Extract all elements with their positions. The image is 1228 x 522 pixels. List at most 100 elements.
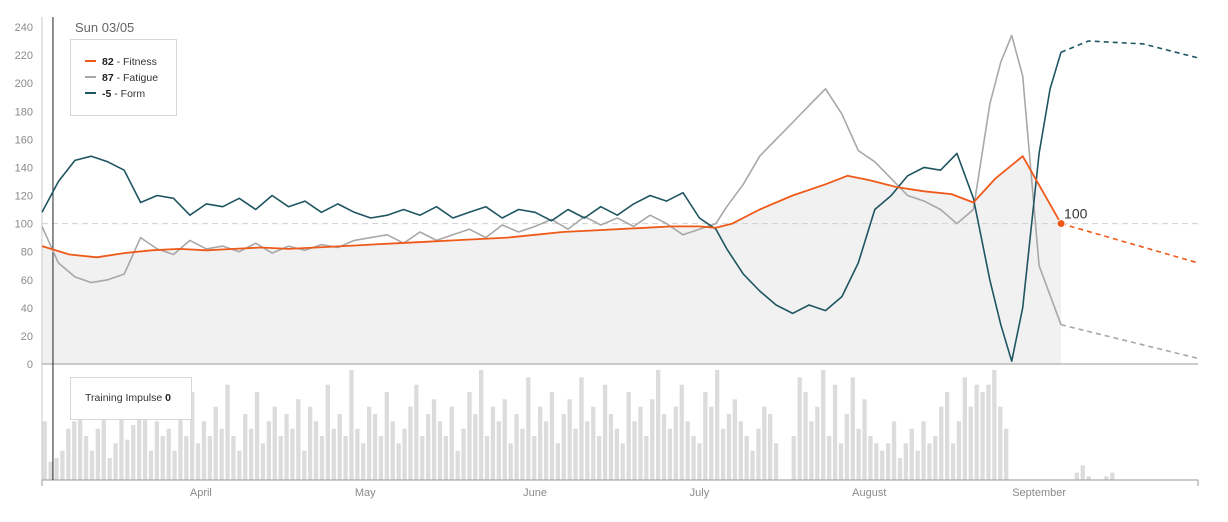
impulse-bar xyxy=(543,421,549,480)
impulse-bar xyxy=(254,392,260,480)
y-tick-label: 140 xyxy=(15,162,33,174)
impulse-bar xyxy=(278,436,283,480)
impulse-bar xyxy=(296,399,301,480)
impulse-bar xyxy=(679,384,684,480)
impulse-bar xyxy=(83,436,89,480)
impulse-bar xyxy=(190,392,195,480)
impulse-bar xyxy=(148,450,154,480)
impulse-bar xyxy=(42,421,47,480)
impulse-bar xyxy=(201,421,207,480)
impulse-bar xyxy=(797,377,802,480)
impulse-bar xyxy=(107,458,112,480)
legend-item-form: -5 - Form xyxy=(85,88,145,102)
impulse-bar xyxy=(137,414,142,480)
impulse-bar xyxy=(355,428,360,480)
y-tick-label: 180 xyxy=(15,106,33,118)
impulse-bar xyxy=(909,428,914,480)
impulse-bar xyxy=(390,421,395,480)
impulse-bar xyxy=(337,414,342,480)
impulse-bar xyxy=(620,443,625,480)
series-lines-layer xyxy=(41,34,1199,362)
y-tick-label: 120 xyxy=(15,191,33,203)
impulse-bar xyxy=(172,450,177,480)
x-tick-label: May xyxy=(355,487,376,499)
impulse-bar xyxy=(992,370,997,480)
impulse-bar xyxy=(986,384,991,480)
impulse-bar xyxy=(732,399,737,480)
axes-layer: 0 20 40 60 80 100 120 140 160 180 200 220 240 April Ma… xyxy=(15,17,1199,499)
legend-label-fitness: - Fitness xyxy=(116,56,157,68)
impulse-bar xyxy=(832,384,838,480)
legend-label-form: - Form xyxy=(114,88,146,100)
legend-swatch-fatigue xyxy=(85,76,96,79)
legend-label-fatigue: - Fatigue xyxy=(116,72,159,84)
impulse-bar xyxy=(496,421,501,480)
impulse-bar xyxy=(331,428,336,480)
y-tick-label: 60 xyxy=(21,275,33,287)
impulse-bar xyxy=(325,384,330,480)
x-tick-label: April xyxy=(190,487,212,499)
fitness-area-layer xyxy=(42,156,1061,364)
impulse-bar xyxy=(827,436,832,480)
impulse-bar xyxy=(1086,476,1091,480)
y-tick-label: 80 xyxy=(21,247,33,259)
impulse-bar xyxy=(585,421,590,480)
impulse-bar xyxy=(720,428,726,480)
impulse-bar xyxy=(868,436,873,480)
y-tick-label: 220 xyxy=(15,50,33,62)
training-impulse-value: 0 xyxy=(165,392,171,404)
impulse-bar xyxy=(449,406,454,480)
impulse-bar xyxy=(60,450,65,480)
fitness-line xyxy=(41,155,1062,259)
impulse-bar xyxy=(219,428,224,480)
impulse-bar xyxy=(526,377,531,480)
impulse-bar xyxy=(520,428,525,480)
impulse-bar xyxy=(272,406,277,480)
impulse-bar xyxy=(113,443,118,480)
impulse-bar xyxy=(467,392,472,480)
impulse-bar xyxy=(650,399,655,480)
impulse-bar xyxy=(78,399,83,480)
impulse-bar xyxy=(685,421,690,480)
impulse-bar xyxy=(66,428,71,480)
impulse-bar xyxy=(549,392,555,480)
impulse-bar xyxy=(490,406,496,480)
impulse-bar xyxy=(998,406,1003,480)
impulse-bar xyxy=(72,421,77,480)
impulse-bar xyxy=(479,370,484,480)
impulse-bar xyxy=(691,436,696,480)
impulse-bar xyxy=(502,399,507,480)
impulse-bar xyxy=(579,377,584,480)
impulse-bar xyxy=(750,450,755,480)
impulse-bar xyxy=(626,392,631,480)
cursor-date-label: Sun 03/05 xyxy=(75,20,135,35)
fatigue-projection-line xyxy=(1060,323,1199,360)
impulse-bar xyxy=(249,428,254,480)
legend-value-fitness: 82 xyxy=(102,56,114,68)
impulse-bar xyxy=(555,443,560,480)
impulse-bar xyxy=(437,421,443,480)
y-tick-label: 40 xyxy=(21,303,33,315)
impulse-bar xyxy=(661,414,667,480)
impulse-bar xyxy=(343,436,348,480)
impulse-bar xyxy=(945,392,950,480)
y-tick-label: 200 xyxy=(15,78,33,90)
impulse-bar xyxy=(308,406,313,480)
impulse-bar xyxy=(591,406,596,480)
impulse-bar xyxy=(89,450,95,480)
legend-swatch-form xyxy=(85,92,96,95)
impulse-bar xyxy=(532,436,537,480)
impulse-bar xyxy=(154,421,159,480)
impulse-bar xyxy=(821,370,826,480)
impulse-bar xyxy=(891,421,897,480)
impulse-bar xyxy=(638,406,643,480)
impulse-bar xyxy=(508,443,513,480)
impulse-bar xyxy=(119,406,124,480)
impulse-bar xyxy=(703,392,708,480)
x-tick-label: July xyxy=(690,487,710,499)
impulse-bar xyxy=(644,436,649,480)
impulse-bar xyxy=(461,428,466,480)
impulse-bar xyxy=(231,436,236,480)
